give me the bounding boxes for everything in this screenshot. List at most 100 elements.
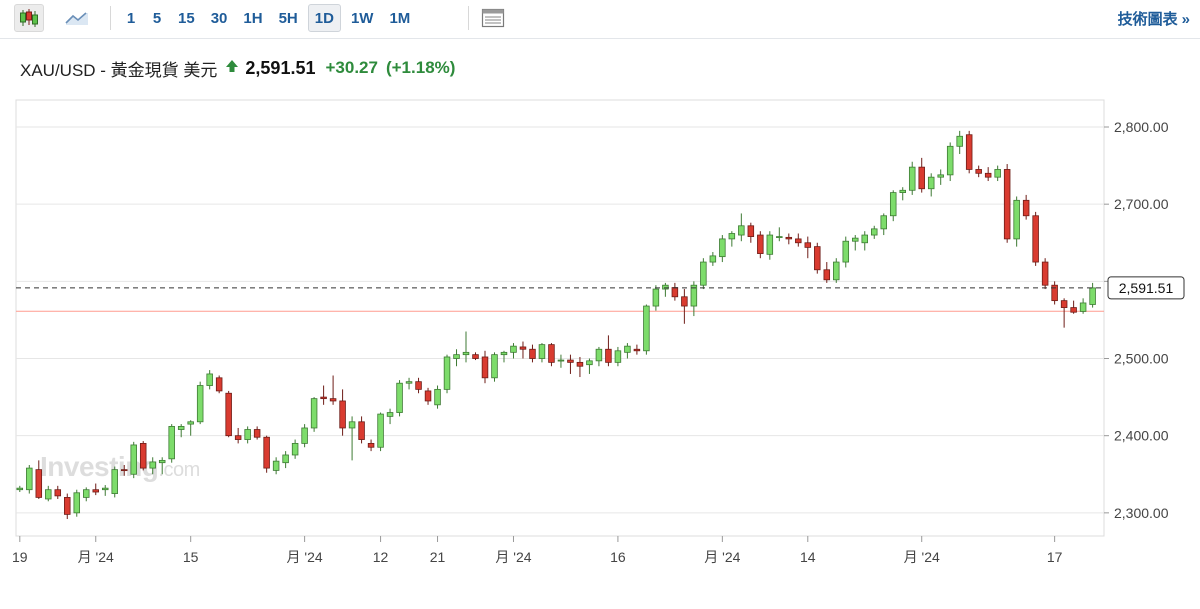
candle-up (880, 215, 887, 230)
interval-1d[interactable]: 1D (307, 4, 341, 32)
candle-down (1032, 215, 1039, 263)
candle-up (26, 467, 33, 491)
candle-down (367, 442, 375, 448)
candle-up (377, 413, 384, 448)
candle-up (833, 261, 840, 281)
candle-up (994, 169, 1001, 178)
x-tick-label: 月 '24 (287, 549, 323, 565)
technical-chart-label: 技術圖表 (1117, 11, 1178, 28)
candle-up (956, 135, 963, 147)
candle-down (1003, 169, 1011, 240)
candle-up (766, 234, 774, 255)
candle-up (586, 360, 593, 366)
candle-up (310, 398, 318, 429)
watermark-logo: Investing.com (40, 451, 200, 483)
interval-1h[interactable]: 1H (243, 9, 263, 27)
candle-up (557, 359, 565, 362)
candle-up (842, 240, 850, 263)
candle-up (719, 238, 726, 258)
candle-up (595, 348, 603, 362)
candle-up (434, 388, 441, 406)
candle-down (120, 469, 128, 472)
candlestick-icon[interactable] (14, 4, 44, 32)
candle-up (700, 261, 707, 286)
y-tick-label: 2,300.00 (1114, 505, 1169, 521)
candle-down (225, 392, 232, 437)
candle-up (272, 460, 280, 471)
interval-15[interactable]: 15 (178, 9, 195, 27)
candle-down (424, 390, 432, 402)
candle-up (1079, 302, 1087, 312)
candle-up (196, 385, 204, 423)
price-chart-area[interactable]: Investing.com 2,300.00 2,400.00 2,500.00 2,… (0, 96, 1200, 609)
interval-1m[interactable]: 1M (389, 9, 411, 27)
candle-up (301, 427, 308, 444)
candle-down (415, 381, 422, 390)
candle-up (899, 189, 906, 194)
candle-up (83, 489, 90, 498)
interval-1w[interactable]: 1W (350, 9, 374, 27)
interval-30[interactable]: 30 (210, 9, 228, 27)
candle-down (320, 396, 327, 400)
candle-up (1089, 287, 1096, 305)
candle-up (491, 354, 498, 379)
candle-up (130, 444, 137, 475)
candle-down (681, 296, 688, 307)
candle-down (548, 344, 555, 363)
candle-down (339, 400, 346, 429)
candle-down (757, 234, 764, 254)
candle-up (111, 469, 118, 494)
interval-5h[interactable]: 5H (278, 9, 298, 27)
area-chart-icon[interactable] (62, 4, 92, 32)
up-arrow-icon (225, 58, 239, 78)
candle-down (92, 489, 99, 493)
candle-down (567, 359, 574, 363)
candle-down (519, 346, 527, 350)
candle-up (177, 426, 185, 430)
candle-up (500, 351, 508, 356)
candle-down (1060, 300, 1068, 308)
candlestick-chart[interactable]: 2,300.002,400.002,500.002,600.002,700.00… (0, 96, 1200, 609)
candle-down (35, 469, 43, 498)
instrument-title: XAU/USD - 黃金現貨 美元 (20, 60, 218, 80)
x-tick-label: 17 (1047, 549, 1063, 565)
candle-down (918, 166, 925, 190)
candle-down (747, 225, 755, 237)
candle-up (386, 412, 394, 417)
candle-down (54, 489, 62, 497)
x-tick-label: 月 '24 (495, 549, 531, 565)
candle-down (671, 287, 679, 298)
candle-down (1070, 307, 1077, 313)
x-tick-label: 月 '24 (78, 549, 114, 565)
candle-up (861, 234, 869, 244)
candle-up (149, 461, 156, 469)
candle-up (510, 345, 517, 353)
current-price-label: 2,591.51 (1119, 280, 1174, 296)
technical-chart-link[interactable]: 技術圖表» (1118, 8, 1190, 29)
candle-up (348, 421, 356, 429)
candle-down (785, 236, 793, 240)
plot-frame (15, 99, 1105, 537)
candle-up (652, 288, 660, 307)
candle-down (529, 348, 536, 359)
watermark-brand: Investing (40, 451, 159, 482)
candle-up (889, 192, 897, 217)
interval-1[interactable]: 1 (126, 9, 136, 27)
candle-up (291, 442, 299, 456)
candle-down (804, 242, 812, 248)
table-layout-icon[interactable] (478, 4, 508, 32)
candle-up (728, 233, 736, 240)
x-tick-label: 月 '24 (904, 549, 940, 565)
candle-up (614, 350, 622, 363)
candle-up (690, 284, 698, 307)
interval-5[interactable]: 5 (152, 9, 162, 27)
candle-up (776, 236, 783, 238)
candle-down (253, 429, 261, 438)
candle-down (358, 421, 365, 440)
price-change-percent: (+1.18%) (385, 58, 456, 77)
candle-up (1013, 199, 1020, 240)
candle-up (643, 305, 650, 352)
candle-up (908, 166, 916, 191)
toolbar-divider (468, 6, 469, 30)
candle-up (16, 487, 24, 491)
